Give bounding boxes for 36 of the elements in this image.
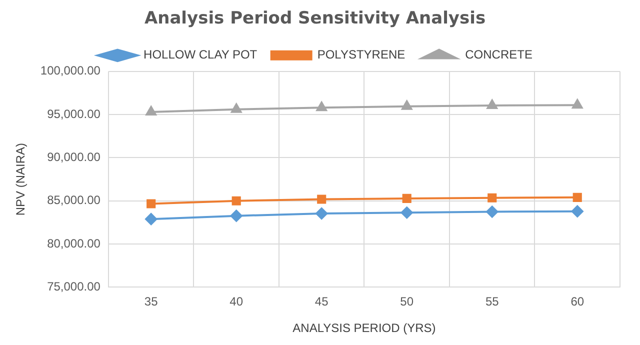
y-tick-label: 90,000.00 xyxy=(47,150,101,164)
x-tick-label: 40 xyxy=(230,294,244,309)
y-tick-label: 100,000.00 xyxy=(40,64,101,78)
point xyxy=(231,103,242,113)
point xyxy=(572,192,582,202)
point xyxy=(316,207,328,220)
point xyxy=(146,199,156,208)
legend-label: POLYSTYRENE xyxy=(317,48,406,62)
point xyxy=(316,102,327,112)
point xyxy=(317,194,326,204)
point xyxy=(486,99,498,109)
x-tick-label: 35 xyxy=(144,294,158,309)
chart-title: Analysis Period Sensitivity Analysis xyxy=(144,8,486,29)
point xyxy=(146,106,156,116)
point xyxy=(486,206,498,218)
point xyxy=(572,99,583,109)
y-tick-label: 80,000.00 xyxy=(47,236,101,250)
y-axis-title: NPV (NAIRA) xyxy=(14,142,28,216)
point xyxy=(488,193,497,202)
point xyxy=(400,206,413,219)
x-tick-label: 60 xyxy=(570,294,584,309)
y-tick-label: 75,000.00 xyxy=(47,280,101,294)
legend-label: HOLLOW CLAY POT xyxy=(144,48,258,62)
legend-label: CONCRETE xyxy=(465,48,532,62)
point xyxy=(232,196,241,206)
y-tick-label: 95,000.00 xyxy=(47,106,101,121)
x-tick-label: 55 xyxy=(485,294,500,309)
point xyxy=(402,100,412,110)
x-tick-label: 50 xyxy=(400,294,414,309)
point xyxy=(571,205,584,218)
point xyxy=(402,194,412,203)
x-axis-title: ANALYSIS PERIOD (YRS) xyxy=(292,321,436,336)
x-tick-label: 45 xyxy=(314,294,329,309)
y-tick-label: 85,000.00 xyxy=(47,193,101,208)
point xyxy=(230,210,242,222)
point xyxy=(145,213,158,226)
